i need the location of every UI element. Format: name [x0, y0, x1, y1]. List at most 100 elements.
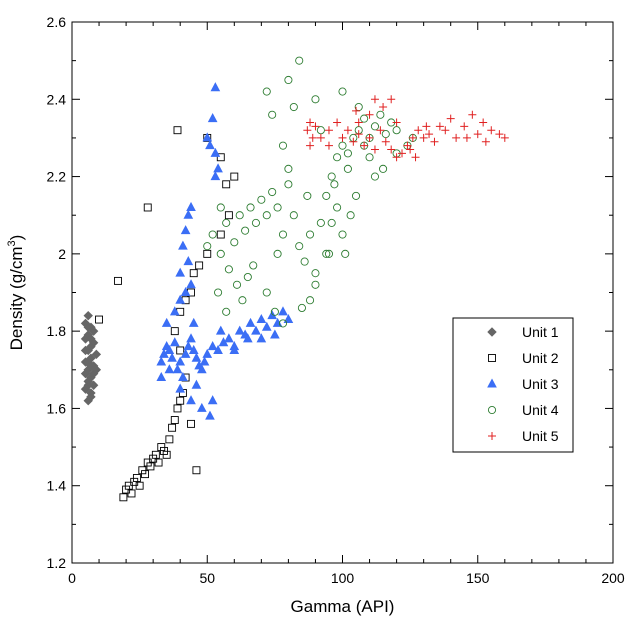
data-point [170, 416, 179, 424]
data-point [202, 132, 213, 142]
data-point [202, 348, 213, 358]
series-unit-2 [95, 126, 239, 502]
data-point [376, 126, 385, 135]
data-point [188, 317, 199, 327]
data-point [408, 133, 417, 142]
data-point [338, 87, 347, 96]
data-point [406, 145, 415, 154]
data-point [83, 376, 93, 387]
data-point [327, 218, 336, 227]
axis-ticks [71, 21, 614, 564]
data-point [83, 310, 93, 321]
data-point [203, 249, 212, 258]
data-point [197, 364, 207, 374]
data-point [80, 345, 91, 356]
y-axis-title-superscript: 3 [6, 240, 18, 246]
data-point [262, 87, 271, 96]
data-point [311, 280, 320, 289]
data-point [210, 171, 221, 181]
data-point [360, 141, 369, 150]
data-point [273, 203, 282, 212]
data-point [242, 333, 253, 343]
data-point [222, 180, 231, 189]
data-point [495, 130, 504, 139]
data-point [183, 209, 194, 219]
data-point [86, 361, 96, 371]
data-point [333, 118, 342, 127]
data-point [306, 141, 315, 150]
data-point [191, 352, 202, 362]
data-point [83, 322, 93, 332]
legend: Unit 1 Unit 2 Unit 3 Unit 4 Unit 5 [452, 317, 574, 453]
data-point [481, 137, 490, 146]
data-point [425, 130, 434, 139]
data-point [308, 133, 317, 142]
data-points [80, 56, 509, 502]
data-point [156, 371, 167, 382]
data-point [352, 106, 361, 115]
data-point [205, 140, 215, 150]
data-point [222, 307, 231, 316]
data-point [86, 334, 96, 344]
data-point [238, 296, 247, 305]
data-point [86, 392, 96, 402]
data-point [419, 133, 428, 142]
data-point [370, 145, 379, 154]
data-point [127, 489, 136, 498]
data-point [376, 110, 385, 119]
data-point [180, 225, 191, 235]
y-tick-label: 1.8 [47, 323, 67, 339]
data-point [343, 164, 352, 173]
data-point [278, 319, 288, 328]
data-point [305, 230, 315, 239]
data-point [162, 450, 171, 459]
data-point [180, 348, 191, 358]
data-point [322, 249, 331, 258]
data-point [191, 379, 202, 389]
data-point [387, 145, 396, 154]
data-point [441, 126, 450, 135]
axis-tick-labels: 0 50 100 150 200 1.2 1.4 1.6 1.8 2 2.2 2.4 2.6 [47, 14, 625, 586]
data-point [241, 226, 250, 235]
data-point [346, 211, 355, 220]
data-point [207, 113, 218, 123]
data-point [338, 133, 347, 142]
data-point [215, 325, 226, 335]
data-point [167, 352, 177, 362]
data-point [284, 164, 293, 173]
plot-frame [71, 21, 614, 564]
data-point [183, 341, 194, 351]
data-point [365, 153, 374, 162]
data-point [333, 203, 342, 212]
data-point [316, 126, 325, 135]
data-point [324, 249, 334, 258]
data-point [261, 321, 272, 331]
data-point [267, 310, 278, 320]
data-point [316, 218, 325, 227]
data-point [245, 317, 256, 327]
data-point [303, 126, 312, 135]
legend-label: Unit 4 [522, 402, 559, 418]
legend-marker [487, 378, 497, 388]
data-point [170, 327, 179, 336]
data-point [487, 126, 496, 135]
data-point [370, 95, 379, 104]
data-point [203, 242, 212, 251]
data-point [278, 306, 288, 316]
data-point [95, 315, 104, 324]
series-unit-1 [80, 310, 102, 406]
data-point [249, 261, 258, 270]
data-point [379, 164, 388, 173]
data-point [88, 326, 99, 336]
data-point [289, 102, 298, 112]
data-point [273, 249, 282, 258]
data-point [205, 410, 215, 420]
y-axis-title-close: ) [7, 235, 26, 241]
data-point [216, 203, 225, 212]
data-point [91, 349, 102, 360]
data-point [186, 395, 196, 405]
data-point [256, 313, 267, 324]
legend-label: Unit 5 [522, 428, 559, 444]
x-tick-label: 50 [199, 570, 215, 586]
data-point [210, 147, 221, 157]
